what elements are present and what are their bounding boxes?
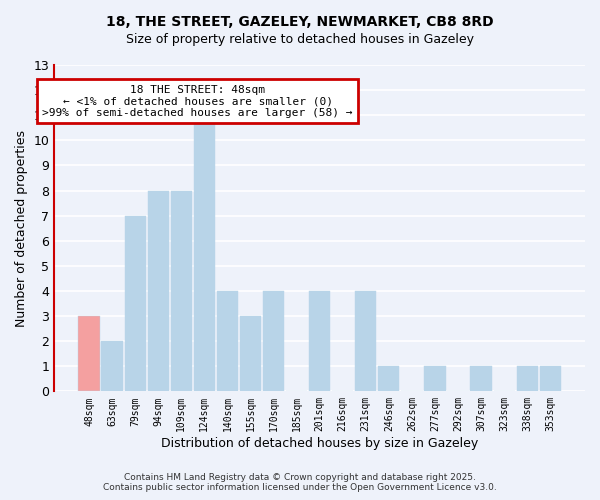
Bar: [217, 291, 238, 392]
Bar: [309, 291, 330, 392]
Bar: [263, 291, 284, 392]
Bar: [194, 115, 215, 392]
X-axis label: Distribution of detached houses by size in Gazeley: Distribution of detached houses by size …: [161, 437, 478, 450]
Bar: [378, 366, 400, 392]
Bar: [148, 190, 169, 392]
Bar: [79, 316, 100, 392]
Bar: [539, 366, 561, 392]
Bar: [101, 341, 122, 392]
Bar: [470, 366, 491, 392]
Bar: [125, 216, 146, 392]
Bar: [240, 316, 261, 392]
Bar: [170, 190, 192, 392]
Text: 18, THE STREET, GAZELEY, NEWMARKET, CB8 8RD: 18, THE STREET, GAZELEY, NEWMARKET, CB8 …: [106, 15, 494, 29]
Text: 18 THE STREET: 48sqm
← <1% of detached houses are smaller (0)
>99% of semi-detac: 18 THE STREET: 48sqm ← <1% of detached h…: [43, 84, 353, 118]
Text: Size of property relative to detached houses in Gazeley: Size of property relative to detached ho…: [126, 32, 474, 46]
Bar: [517, 366, 538, 392]
Bar: [424, 366, 446, 392]
Text: Contains HM Land Registry data © Crown copyright and database right 2025.
Contai: Contains HM Land Registry data © Crown c…: [103, 473, 497, 492]
Bar: [355, 291, 376, 392]
Y-axis label: Number of detached properties: Number of detached properties: [15, 130, 28, 326]
